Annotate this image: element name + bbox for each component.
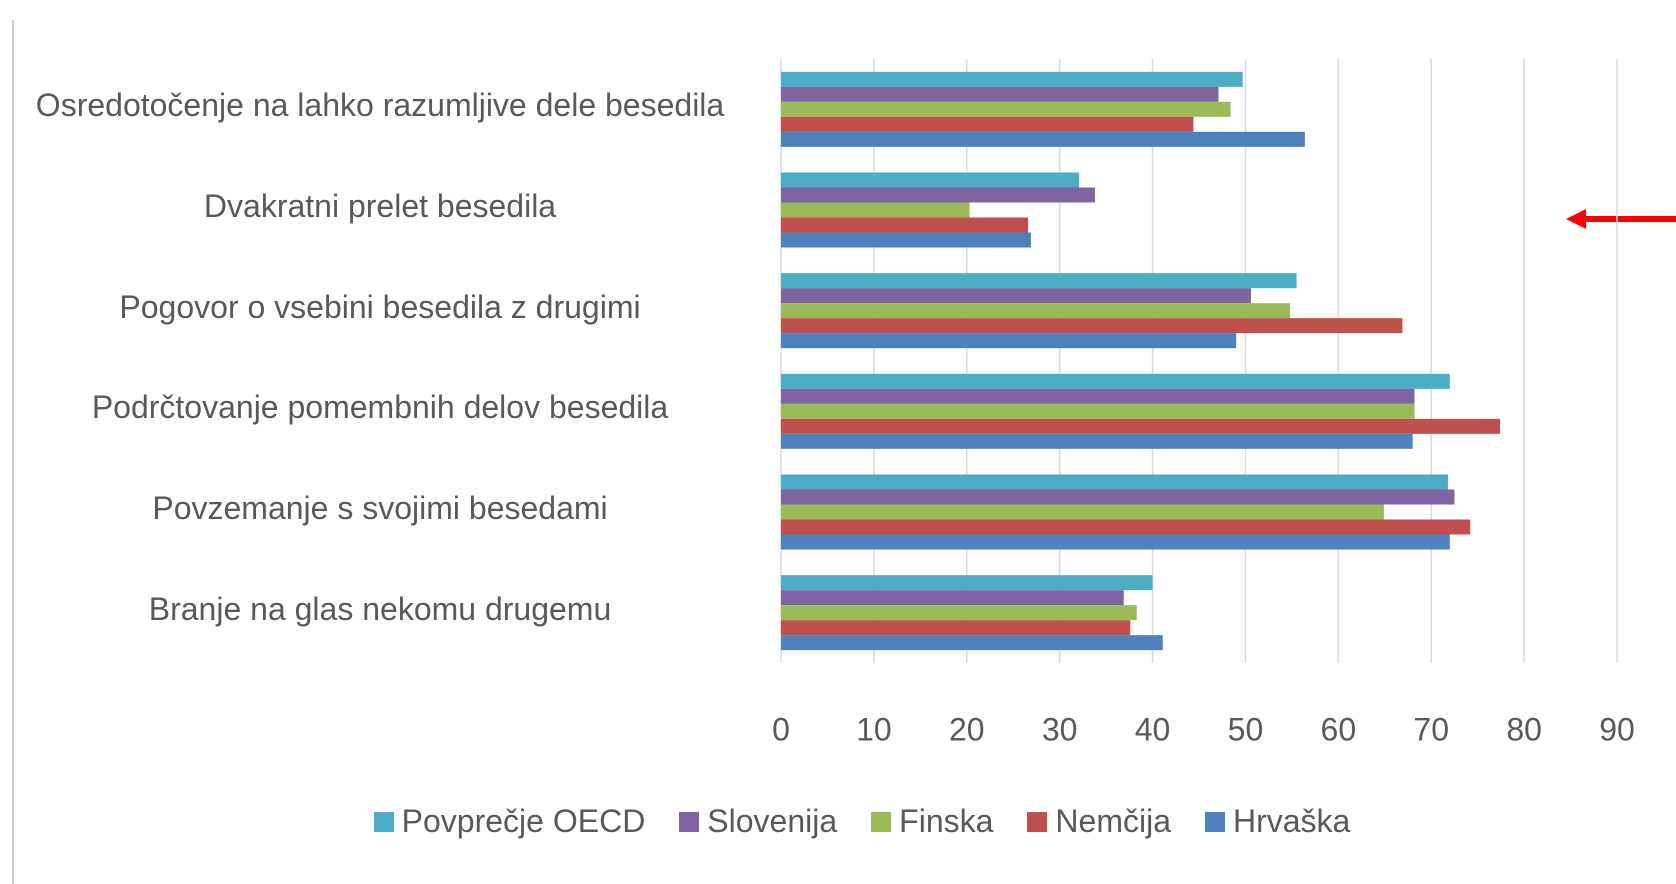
legend-item: Hrvaška [1204,803,1351,840]
y-tick-label: Pogovor o vsebini besedila z drugimi [119,288,641,325]
x-tick-label: 0 [772,711,790,747]
bar [781,202,970,218]
bar [781,403,1415,419]
bar [781,373,1450,389]
legend-item: Finska [871,803,993,840]
bar [781,131,1305,147]
bar [781,504,1384,520]
bar [781,116,1194,132]
x-tick-label: 50 [1228,711,1264,747]
bar [781,620,1131,636]
bar [781,590,1124,606]
y-tick-label: Dvakratni prelet besedila [203,188,557,224]
bar [781,388,1415,404]
legend-swatch [679,811,700,832]
legend-item: Slovenija [679,803,837,840]
bar [781,605,1137,621]
x-tick-label: 20 [949,711,985,747]
bar [781,635,1163,651]
x-tick-label: 30 [1042,711,1078,747]
bar [781,71,1243,87]
bar [781,489,1455,505]
x-tick-label: 60 [1321,711,1357,747]
arrow-head [1566,209,1586,229]
bar [781,534,1450,550]
legend-swatch [373,811,394,832]
legend-item: Nemčija [1027,803,1171,840]
bar [781,303,1291,319]
bar [781,318,1403,334]
bar [781,575,1153,591]
bar [781,474,1448,490]
bar [781,418,1500,434]
x-tick-label: 90 [1599,711,1635,747]
bar [781,172,1080,188]
legend-swatch [1027,811,1048,832]
bar [781,187,1095,203]
legend-label: Slovenija [707,803,838,839]
bar [781,86,1219,102]
legend-swatch [1204,811,1225,832]
legend-label: Hrvaška [1232,803,1351,839]
x-tick-label: 40 [1135,711,1171,747]
legend-label: Finska [899,803,994,839]
bar [781,333,1237,349]
bar [781,519,1471,535]
legend-label: Povprečje OECD [401,803,646,839]
bar [781,217,1029,233]
legend-item: Povprečje OECD [373,803,646,840]
bar [781,288,1252,304]
y-tick-label: Povzemanje s svojimi besedami [152,490,608,526]
y-tick-label: Osredotočenje na lahko razumljive dele b… [35,87,725,124]
y-tick-label: Branje na glas nekomu drugemu [148,590,612,627]
bar [781,232,1031,248]
legend: Povprečje OECD Slovenija Finska Nemčija Hrva… [0,803,1676,840]
x-tick-label: 70 [1413,711,1449,747]
legend-label: Nemčija [1055,803,1171,839]
bar [781,273,1297,289]
x-tick-label: 10 [856,711,892,747]
legend-swatch [871,811,892,832]
bar [781,433,1413,449]
bar [781,101,1231,117]
x-tick-label: 80 [1506,711,1542,747]
y-tick-label: Podrčtovanje pomembnih delov besedila [91,389,669,426]
